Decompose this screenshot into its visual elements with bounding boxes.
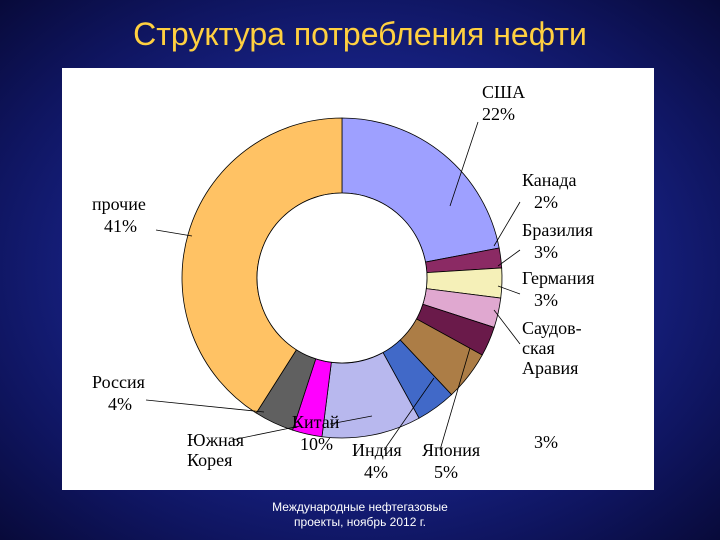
svg-text:3%: 3% — [534, 242, 558, 262]
slice-label: Канада2% — [522, 170, 577, 212]
slice-label: Индия4% — [352, 440, 402, 482]
slice-label: Саудов-скаяАравия 3% — [522, 318, 582, 452]
svg-text:3%: 3% — [534, 290, 558, 310]
footer-line-2: проекты, ноябрь 2012 г. — [0, 515, 720, 530]
slice-label: США22% — [482, 82, 525, 124]
svg-text:4%: 4% — [364, 462, 388, 482]
svg-text:4%: 4% — [108, 394, 132, 414]
slice-label: ЮжнаяКорея3% — [187, 430, 244, 490]
svg-text:Южная: Южная — [187, 430, 244, 450]
slice-label: Россия4% — [92, 372, 145, 414]
svg-text:Китай: Китай — [292, 412, 340, 432]
footer: Международные нефтегазовые проекты, нояб… — [0, 500, 720, 530]
svg-text:ская: ская — [522, 338, 555, 358]
svg-text:10%: 10% — [300, 434, 333, 454]
slice-label: Бразилия3% — [522, 220, 593, 262]
footer-line-1: Международные нефтегазовые — [0, 500, 720, 515]
leader-line — [156, 230, 192, 236]
slice-label: Германия3% — [522, 268, 595, 310]
svg-text:41%: 41% — [104, 216, 137, 236]
svg-text:Япония: Япония — [422, 440, 480, 460]
svg-text:Бразилия: Бразилия — [522, 220, 593, 240]
svg-text:США: США — [482, 82, 525, 102]
page-title: Структура потребления нефти — [0, 0, 720, 53]
slice-label: Япония5% — [422, 440, 480, 482]
svg-text:5%: 5% — [434, 462, 458, 482]
svg-text:2%: 2% — [534, 192, 558, 212]
svg-text:Аравия: Аравия — [522, 358, 578, 378]
svg-text:Канада: Канада — [522, 170, 577, 190]
svg-text:Индия: Индия — [352, 440, 402, 460]
donut-chart: США22%Канада2%Бразилия3%Германия3%Саудов… — [62, 68, 654, 490]
svg-text:Россия: Россия — [92, 372, 145, 392]
slice-label: прочие41% — [92, 194, 146, 236]
svg-text:3%: 3% — [534, 432, 558, 452]
leader-line — [494, 202, 520, 246]
leader-line — [494, 310, 520, 344]
svg-text:Корея: Корея — [187, 450, 232, 470]
donut-hole — [257, 193, 427, 363]
svg-text:прочие: прочие — [92, 194, 146, 214]
svg-text:Саудов-: Саудов- — [522, 318, 582, 338]
svg-text:22%: 22% — [482, 104, 515, 124]
svg-text:Германия: Германия — [522, 268, 595, 288]
leader-line — [498, 250, 520, 266]
